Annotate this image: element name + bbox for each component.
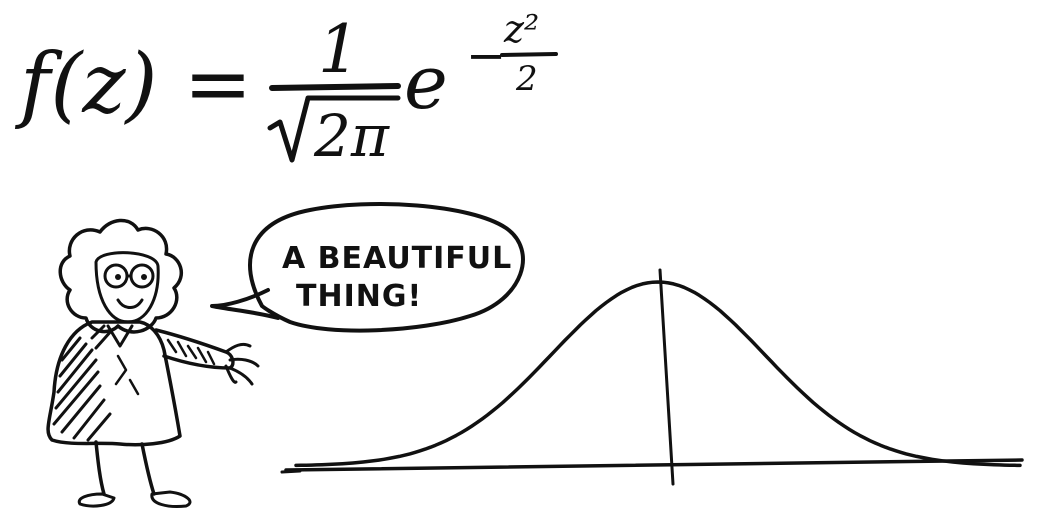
- character-mouth: [116, 298, 144, 309]
- character-face: [94, 251, 160, 324]
- fraction-bar: [269, 83, 401, 91]
- formula-exponent-sign: −: [466, 28, 506, 84]
- character-foot-left: [77, 492, 116, 508]
- character-eye-left: [115, 274, 121, 280]
- formula-exponent-denominator: 2: [515, 59, 538, 99]
- speech-bubble-line1: A BEAUTIFUL: [282, 241, 512, 276]
- mean-line: [658, 268, 675, 486]
- speech-bubble-line2: THING!: [296, 279, 422, 314]
- character-foot-right: [150, 490, 192, 508]
- speech-bubble-tail: [210, 288, 280, 320]
- character-leg-left: [94, 440, 106, 496]
- character-body: [46, 320, 182, 447]
- character-hair: [58, 218, 184, 334]
- character-dress-detail: [114, 354, 140, 396]
- bell-curve-line: [294, 280, 1022, 468]
- exponent-fraction-bar: [500, 52, 558, 57]
- formula-base: e: [404, 40, 448, 126]
- character-dress-hatching: [52, 324, 114, 442]
- formula: f(z) = 1 √ 2π e − z² 2: [14, 7, 558, 170]
- formula-lhs: f(z) =: [14, 37, 252, 132]
- formula-numerator: 1: [318, 11, 360, 88]
- speech-bubble: A BEAUTIFUL THING!: [210, 202, 525, 333]
- character-leg-right: [140, 442, 156, 496]
- character-collar: [106, 324, 134, 348]
- speech-bubble-outline: [248, 202, 525, 333]
- x-axis-tick-left: [280, 469, 302, 474]
- formula-exponent-numerator: z²: [503, 7, 539, 51]
- x-axis: [284, 458, 1024, 472]
- character-hand: [224, 342, 260, 386]
- character-arm-hatching: [166, 338, 216, 366]
- formula-denominator: 2π: [313, 102, 390, 170]
- character-eye-right: [141, 274, 147, 280]
- bell-curve-plot: [280, 268, 1024, 486]
- cartoon-character: [46, 218, 260, 508]
- radical-sign: [267, 95, 401, 163]
